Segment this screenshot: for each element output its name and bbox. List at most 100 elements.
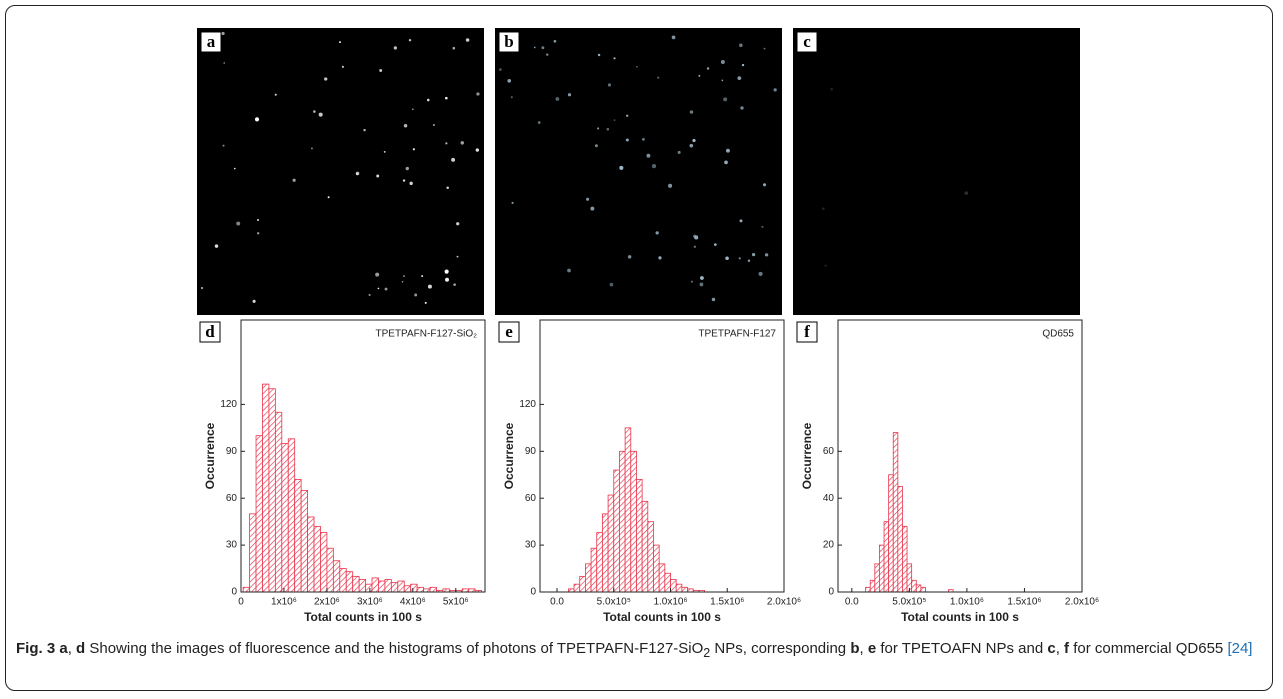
fluorescent-spot [692, 138, 696, 143]
fluorescent-spot [292, 178, 296, 182]
fluorescent-spot [751, 253, 756, 257]
y-tick-label: 40 [823, 493, 835, 504]
fluorescent-spot [311, 147, 313, 150]
fluorescent-spot [597, 127, 600, 130]
y-axis-title: Occurrence [203, 422, 217, 489]
fluorescent-spot [546, 53, 549, 56]
panel-label: e [505, 322, 513, 341]
histogram-bar [653, 544, 660, 593]
histogram-bar [300, 489, 308, 593]
caption-text: for commercial QD655 [1069, 640, 1228, 657]
fluorescent-spot [739, 219, 743, 223]
histogram-bar [242, 586, 250, 593]
fluorescent-spot [432, 124, 435, 127]
panel-label-box [200, 31, 222, 53]
panel-label-box [498, 31, 520, 53]
fluorescence-image [495, 28, 782, 315]
fluorescent-spot [726, 148, 730, 153]
histogram-bar [681, 586, 688, 593]
histogram-bar [670, 579, 677, 593]
fluorescent-spot [409, 181, 413, 186]
y-tick-label: 120 [220, 399, 237, 410]
fluorescent-spot [408, 39, 412, 42]
fluorescent-spot [456, 222, 460, 226]
histogram-bar [320, 532, 328, 593]
fluorescent-spot [355, 171, 360, 176]
fluorescent-spot [533, 46, 536, 49]
fluorescent-spot [252, 299, 256, 303]
histogram-bar [602, 513, 609, 593]
annotation: QD655 [1042, 329, 1074, 340]
x-axis-title: Total counts in 100 s [603, 610, 721, 624]
citation-link[interactable]: [24] [1227, 640, 1253, 657]
panel-label-box [199, 321, 221, 343]
fluorescent-spot [377, 287, 380, 290]
panel-label-box [796, 321, 818, 343]
fluorescent-spot [700, 276, 704, 280]
histogram-bar [879, 544, 885, 593]
fluorescent-spot [445, 142, 448, 145]
histogram-bar [911, 579, 917, 593]
fluorescent-spot [613, 119, 616, 121]
fluorescent-spot [401, 280, 404, 283]
y-tick-label: 60 [525, 493, 537, 504]
fluorescent-spot [740, 106, 744, 110]
fluorescent-spot [363, 128, 366, 132]
y-tick-label: 20 [823, 540, 835, 551]
fluorescent-spot [626, 114, 629, 117]
histogram-bar [584, 563, 592, 593]
panel-label-box [796, 31, 818, 53]
fluorescent-spot [706, 67, 710, 70]
histogram-bar [647, 521, 654, 593]
fluorescent-spot [452, 46, 456, 50]
histogram-bar [358, 579, 366, 593]
fluorescent-spot [460, 141, 464, 145]
y-tick-label: 60 [823, 446, 835, 457]
fluorescent-spot [657, 76, 660, 79]
y-tick-label: 0 [530, 587, 536, 598]
fluorescent-spot [699, 282, 704, 287]
histogram-bar [268, 388, 276, 593]
panel-label: b [504, 32, 513, 51]
fluorescent-spot [567, 268, 571, 273]
fluorescent-spot [747, 259, 751, 262]
fluorescent-spot [658, 256, 662, 260]
fluorescence-image [197, 28, 484, 315]
fluorescent-spot [594, 144, 598, 148]
fluorescent-spot [739, 43, 743, 48]
fluorescent-spot [446, 186, 449, 190]
x-tick-label: 5.0x10⁵ [892, 597, 926, 608]
caption-text: c [1047, 640, 1056, 657]
histogram-bar [641, 500, 649, 593]
fluorescence-image [793, 28, 1080, 315]
x-tick-label: 2.0x10⁶ [1065, 597, 1099, 608]
x-tick-label: 4x10⁶ [400, 597, 426, 608]
fluorescent-spot [720, 59, 725, 64]
histogram-bar [352, 575, 360, 593]
fluorescent-spot [379, 69, 383, 72]
histogram-bar [332, 560, 341, 593]
histogram-bar [313, 525, 321, 593]
fluorescent-spot [511, 201, 514, 204]
y-tick-label: 60 [226, 493, 238, 504]
fluorescent-spot [256, 232, 260, 235]
fluorescent-spot [341, 65, 344, 68]
fluorescent-spot [507, 79, 511, 83]
fluorescent-spot [414, 293, 418, 297]
fluorescent-spot [403, 275, 405, 278]
fluorescent-spot [541, 46, 545, 50]
fluorescent-spot [537, 121, 541, 124]
panel-label: f [804, 322, 810, 341]
histogram-bar [590, 547, 598, 593]
y-tick-label: 30 [226, 540, 238, 551]
histogram-bar [345, 571, 354, 593]
fluorescent-spot [741, 63, 745, 67]
fluorescent-spot [236, 221, 241, 226]
histogram-bar [630, 450, 637, 593]
fluorescent-spot [609, 282, 614, 287]
fluorescent-spot [713, 243, 717, 246]
histogram-bar [915, 584, 922, 593]
x-tick-label: 1.5x10⁶ [1007, 597, 1041, 608]
x-tick-label: 0.0 [550, 597, 564, 608]
fluorescent-spot [567, 93, 572, 97]
